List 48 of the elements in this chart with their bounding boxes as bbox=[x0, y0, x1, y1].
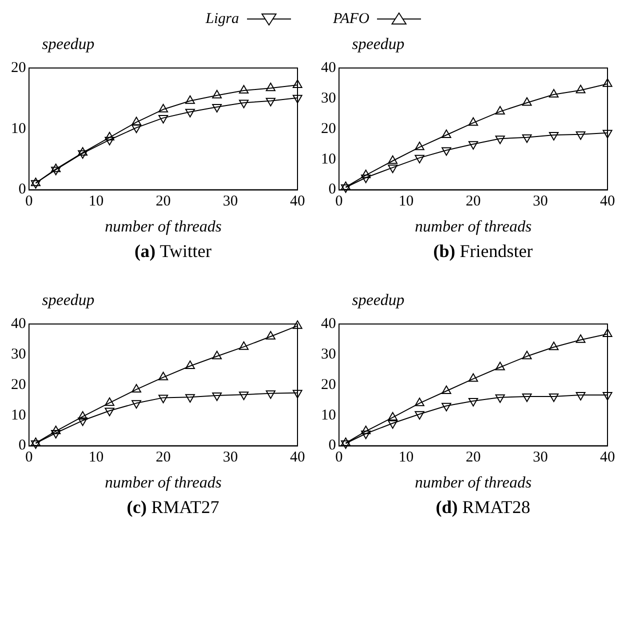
text: (d) RMAT28 bbox=[436, 497, 530, 517]
y-tick-label: 10 bbox=[11, 407, 26, 424]
y-axis-title: speedup bbox=[352, 36, 404, 55]
x-axis-title: number of threads bbox=[414, 218, 532, 236]
x-tick-label: 20 bbox=[466, 194, 481, 210]
x-tick-label: 20 bbox=[466, 450, 481, 466]
y-tick-label: 10 bbox=[321, 407, 336, 424]
x-tick-label: 40 bbox=[290, 194, 305, 210]
legend-label: Ligra bbox=[206, 10, 239, 28]
y-tick-label: 0 bbox=[328, 182, 336, 198]
x-tick-label: 10 bbox=[88, 194, 104, 210]
text: (a) Twitter bbox=[134, 241, 212, 261]
x-tick-label: 40 bbox=[600, 450, 615, 466]
y-axis-title: speedup bbox=[42, 292, 94, 311]
y-tick-label: 10 bbox=[11, 120, 26, 137]
y-tick-label: 0 bbox=[18, 438, 26, 454]
text: (c) RMAT27 bbox=[126, 497, 220, 517]
x-tick-label: 30 bbox=[532, 450, 548, 466]
y-tick-label: 40 bbox=[321, 60, 336, 76]
x-tick-label: 10 bbox=[398, 194, 414, 210]
y-axis-title: speedup bbox=[352, 292, 404, 311]
x-tick-label: 30 bbox=[532, 194, 548, 210]
y-tick-label: 20 bbox=[321, 120, 336, 137]
x-axis-title: number of threads bbox=[414, 474, 532, 492]
text: (b) Friendster bbox=[433, 241, 533, 261]
y-tick-label: 20 bbox=[321, 376, 336, 393]
x-axis-title: number of threads bbox=[104, 474, 222, 492]
x-tick-label: 30 bbox=[222, 194, 238, 210]
legend-label: PAFO bbox=[332, 10, 370, 28]
x-tick-label: 10 bbox=[398, 450, 414, 466]
x-tick-label: 20 bbox=[156, 450, 171, 466]
y-tick-label: 40 bbox=[11, 316, 26, 332]
y-tick-label: 20 bbox=[11, 60, 26, 76]
y-tick-label: 20 bbox=[11, 376, 26, 393]
y-tick-label: 30 bbox=[321, 346, 336, 362]
y-tick-label: 10 bbox=[321, 151, 336, 168]
x-axis-title: number of threads bbox=[104, 218, 222, 236]
y-axis-title: speedup bbox=[42, 36, 94, 55]
y-tick-label: 0 bbox=[18, 182, 26, 198]
y-tick-label: 30 bbox=[321, 90, 336, 106]
y-tick-label: 40 bbox=[321, 316, 336, 332]
x-tick-label: 40 bbox=[290, 450, 305, 466]
x-tick-label: 40 bbox=[600, 194, 615, 210]
y-tick-label: 30 bbox=[11, 346, 26, 362]
x-tick-label: 30 bbox=[222, 450, 238, 466]
y-tick-label: 0 bbox=[328, 438, 336, 454]
x-tick-label: 10 bbox=[88, 450, 104, 466]
x-tick-label: 20 bbox=[156, 194, 171, 210]
